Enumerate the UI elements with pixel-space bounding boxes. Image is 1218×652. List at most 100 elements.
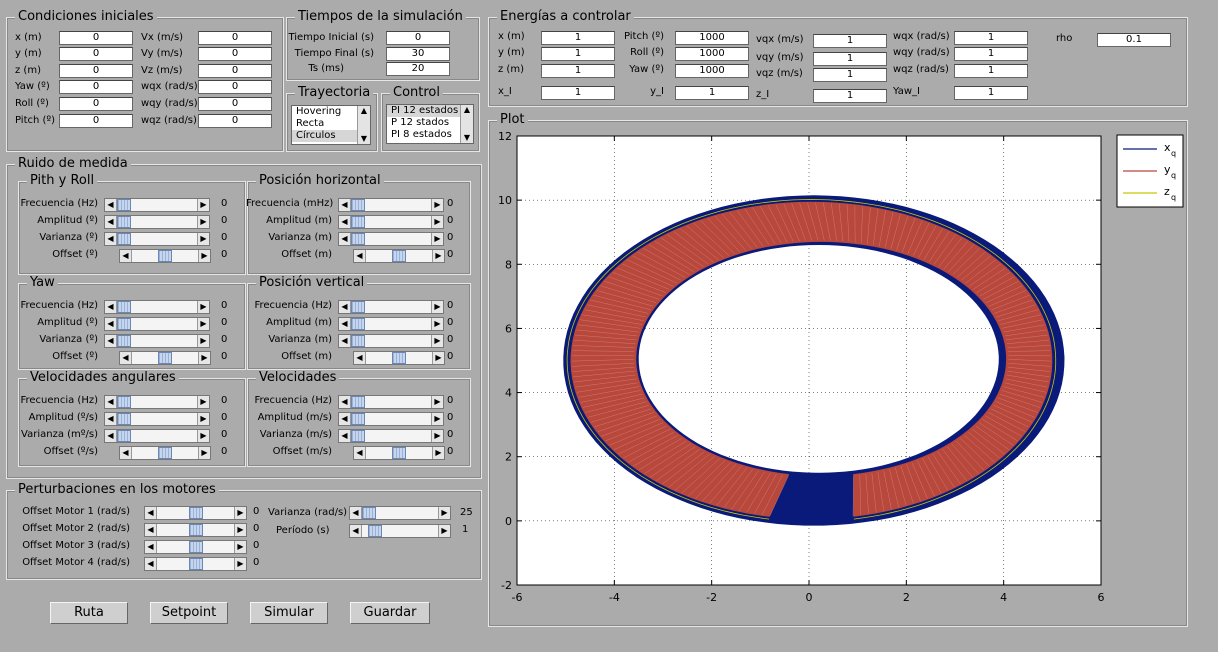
ci-field[interactable]: 0 bbox=[198, 64, 272, 78]
slider-thumb[interactable] bbox=[362, 507, 376, 519]
ruido-slider[interactable]: ◀ ▶ bbox=[104, 198, 210, 212]
arrow-right-icon[interactable]: ▶ bbox=[438, 525, 450, 537]
ruido-slider[interactable]: ◀ ▶ bbox=[338, 198, 444, 212]
arrow-left-icon[interactable]: ◀ bbox=[350, 507, 362, 519]
slider-thumb[interactable] bbox=[351, 216, 365, 228]
slider-thumb[interactable] bbox=[351, 335, 365, 347]
arrow-left-icon[interactable]: ◀ bbox=[339, 335, 351, 347]
arrow-left-icon[interactable]: ◀ bbox=[339, 301, 351, 313]
ruido-slider[interactable]: ◀ ▶ bbox=[119, 446, 211, 460]
ci-field[interactable]: 0 bbox=[198, 47, 272, 61]
scroll-down-icon[interactable]: ▼ bbox=[463, 133, 471, 142]
arrow-left-icon[interactable]: ◀ bbox=[105, 413, 117, 425]
scroll-up-icon[interactable]: ▲ bbox=[463, 105, 471, 114]
scroll-down-icon[interactable]: ▼ bbox=[360, 134, 368, 143]
arrow-left-icon[interactable]: ◀ bbox=[145, 541, 157, 553]
ruido-slider[interactable]: ◀ ▶ bbox=[104, 334, 210, 348]
slider-thumb[interactable] bbox=[117, 430, 131, 442]
arrow-left-icon[interactable]: ◀ bbox=[339, 233, 351, 245]
arrow-right-icon[interactable]: ▶ bbox=[197, 413, 209, 425]
control-option[interactable]: PI 8 estados bbox=[391, 129, 452, 140]
arrow-left-icon[interactable]: ◀ bbox=[145, 524, 157, 536]
simular-button[interactable]: Simular bbox=[250, 602, 328, 624]
slider-thumb[interactable] bbox=[351, 318, 365, 330]
arrow-right-icon[interactable]: ▶ bbox=[432, 352, 444, 364]
arrow-right-icon[interactable]: ▶ bbox=[431, 199, 443, 211]
tiempo-final-field[interactable]: 30 bbox=[386, 47, 450, 61]
arrow-left-icon[interactable]: ◀ bbox=[339, 413, 351, 425]
slider-thumb[interactable] bbox=[368, 525, 382, 537]
arrow-left-icon[interactable]: ◀ bbox=[105, 199, 117, 211]
arrow-right-icon[interactable]: ▶ bbox=[197, 216, 209, 228]
motor-offset-slider[interactable]: ◀ ▶ bbox=[144, 540, 247, 554]
control-option[interactable]: P 12 stados bbox=[391, 117, 450, 128]
arrow-left-icon[interactable]: ◀ bbox=[339, 396, 351, 408]
guardar-button[interactable]: Guardar bbox=[350, 602, 430, 624]
arrow-right-icon[interactable]: ▶ bbox=[431, 216, 443, 228]
periodo-slider[interactable]: ◀ ▶ bbox=[349, 524, 451, 538]
arrow-left-icon[interactable]: ◀ bbox=[105, 396, 117, 408]
ruido-slider[interactable]: ◀ ▶ bbox=[353, 446, 445, 460]
ci-field[interactable]: 0 bbox=[198, 114, 272, 128]
arrow-right-icon[interactable]: ▶ bbox=[431, 430, 443, 442]
slider-thumb[interactable] bbox=[351, 301, 365, 313]
energia-field[interactable]: 1 bbox=[541, 64, 615, 78]
slider-thumb[interactable] bbox=[351, 413, 365, 425]
energia-field[interactable]: 1 bbox=[954, 64, 1028, 78]
arrow-left-icon[interactable]: ◀ bbox=[354, 250, 366, 262]
slider-thumb[interactable] bbox=[351, 430, 365, 442]
ruido-slider[interactable]: ◀ ▶ bbox=[353, 249, 445, 263]
arrow-right-icon[interactable]: ▶ bbox=[431, 413, 443, 425]
ruido-slider[interactable]: ◀ ▶ bbox=[338, 317, 444, 331]
slider-thumb[interactable] bbox=[189, 558, 203, 570]
arrow-left-icon[interactable]: ◀ bbox=[339, 216, 351, 228]
scroll-up-icon[interactable]: ▲ bbox=[360, 106, 368, 115]
trayectoria-option-selected[interactable]: Círculos bbox=[292, 130, 370, 142]
energia-field[interactable]: 1 bbox=[813, 34, 887, 48]
energia-field[interactable]: 1 bbox=[813, 52, 887, 66]
trayectoria-option[interactable]: Hovering bbox=[296, 106, 342, 117]
ruido-slider[interactable]: ◀ ▶ bbox=[119, 351, 211, 365]
arrow-right-icon[interactable]: ▶ bbox=[197, 335, 209, 347]
ruido-slider[interactable]: ◀ ▶ bbox=[104, 232, 210, 246]
ruido-slider[interactable]: ◀ ▶ bbox=[338, 300, 444, 314]
arrow-right-icon[interactable]: ▶ bbox=[197, 396, 209, 408]
arrow-right-icon[interactable]: ▶ bbox=[431, 318, 443, 330]
ci-field[interactable]: 0 bbox=[198, 97, 272, 111]
ruido-slider[interactable]: ◀ ▶ bbox=[338, 429, 444, 443]
energia-field[interactable]: 1000 bbox=[675, 31, 749, 45]
ruido-slider[interactable]: ◀ ▶ bbox=[104, 300, 210, 314]
arrow-left-icon[interactable]: ◀ bbox=[339, 318, 351, 330]
arrow-left-icon[interactable]: ◀ bbox=[145, 558, 157, 570]
ci-field[interactable]: 0 bbox=[59, 47, 133, 61]
slider-thumb[interactable] bbox=[117, 396, 131, 408]
arrow-right-icon[interactable]: ▶ bbox=[431, 233, 443, 245]
arrow-right-icon[interactable]: ▶ bbox=[234, 507, 246, 519]
arrow-right-icon[interactable]: ▶ bbox=[432, 250, 444, 262]
energia-field[interactable]: 1 bbox=[541, 86, 615, 100]
ci-field[interactable]: 0 bbox=[198, 80, 272, 94]
ruido-slider[interactable]: ◀ ▶ bbox=[119, 249, 211, 263]
arrow-right-icon[interactable]: ▶ bbox=[197, 199, 209, 211]
control-listbox[interactable]: PI 12 estados P 12 stados PI 8 estados ▲… bbox=[386, 104, 474, 144]
slider-thumb[interactable] bbox=[158, 447, 172, 459]
ci-field[interactable]: 0 bbox=[59, 97, 133, 111]
arrow-right-icon[interactable]: ▶ bbox=[234, 558, 246, 570]
arrow-left-icon[interactable]: ◀ bbox=[339, 199, 351, 211]
energia-field[interactable]: 1 bbox=[954, 47, 1028, 61]
slider-thumb[interactable] bbox=[189, 507, 203, 519]
varianza-slider[interactable]: ◀ ▶ bbox=[349, 506, 451, 520]
energia-field[interactable]: 1 bbox=[813, 89, 887, 103]
arrow-right-icon[interactable]: ▶ bbox=[197, 233, 209, 245]
ci-field[interactable]: 0 bbox=[59, 31, 133, 45]
slider-thumb[interactable] bbox=[351, 199, 365, 211]
arrow-left-icon[interactable]: ◀ bbox=[105, 301, 117, 313]
arrow-right-icon[interactable]: ▶ bbox=[198, 447, 210, 459]
arrow-left-icon[interactable]: ◀ bbox=[105, 335, 117, 347]
ruido-slider[interactable]: ◀ ▶ bbox=[338, 395, 444, 409]
motor-offset-slider[interactable]: ◀ ▶ bbox=[144, 557, 247, 571]
slider-thumb[interactable] bbox=[392, 250, 406, 262]
ruta-button[interactable]: Ruta bbox=[50, 602, 128, 624]
motor-offset-slider[interactable]: ◀ ▶ bbox=[144, 506, 247, 520]
arrow-left-icon[interactable]: ◀ bbox=[120, 352, 132, 364]
